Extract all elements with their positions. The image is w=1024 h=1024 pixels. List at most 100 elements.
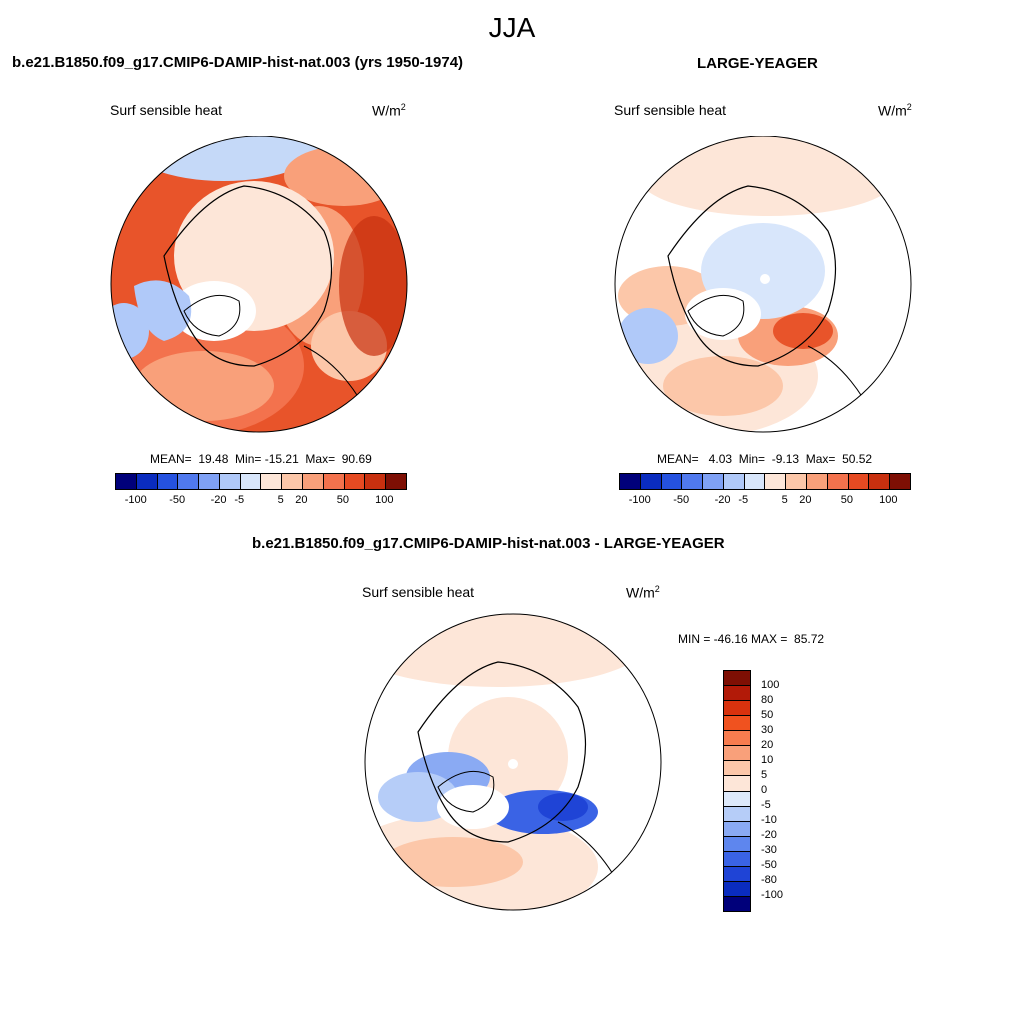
panel3-polar-map <box>364 613 662 911</box>
colorbar-swatch <box>724 715 750 731</box>
colorbar-swatch <box>343 474 365 489</box>
panel3-coastline <box>417 661 587 843</box>
panel3-variable-label: Surf sensible heat <box>362 584 475 600</box>
colorbar-swatch <box>239 474 261 489</box>
colorbar-swatch <box>724 730 750 746</box>
colorbar-swatch <box>156 474 178 489</box>
colorbar-swatch <box>826 474 848 489</box>
panel2-stats: MEAN= 4.03 Min= -9.13 Max= 50.52 <box>657 452 873 466</box>
colorbar-swatch <box>639 474 661 489</box>
panel1-field-region <box>134 351 274 421</box>
panel2-field-region <box>638 136 898 216</box>
panel3-field-region <box>538 793 588 821</box>
panel2-coastline <box>687 294 745 337</box>
panel2-polar-map <box>614 136 912 433</box>
panel2-field-region <box>618 308 678 364</box>
colorbar-tick-label: -10 <box>761 814 777 826</box>
panel2-field-region <box>773 313 833 349</box>
colorbar-swatch <box>322 474 344 489</box>
colorbar-tick-label: -5 <box>234 494 245 506</box>
colorbar-tick-label: 5 <box>761 769 768 781</box>
panel1-variable-label: Surf sensible heat <box>110 102 223 118</box>
colorbar-tick-label: 20 <box>761 739 774 751</box>
colorbar-swatch <box>681 474 703 489</box>
colorbar-tick-label: -50 <box>673 494 690 506</box>
panel1-colorbar-labels: -100 -50 -20 -5 5 20 50 100 <box>115 494 405 508</box>
colorbar-swatch <box>724 671 750 686</box>
colorbar-swatch <box>764 474 786 489</box>
colorbar-tick-label: -20 <box>210 494 227 506</box>
colorbar-tick-label: 80 <box>761 694 774 706</box>
panel3-pole-point <box>508 759 518 769</box>
colorbar-tick-label: 5 <box>781 494 788 506</box>
colorbar-swatch <box>724 835 750 851</box>
colorbar-swatch <box>724 880 750 896</box>
panel2-field-region <box>663 356 783 416</box>
colorbar-swatch <box>806 474 827 489</box>
colorbar-swatch <box>177 474 199 489</box>
panel1-stats: MEAN= 19.48 Min= -15.21 Max= 90.69 <box>150 452 372 466</box>
colorbar-swatch <box>724 805 750 821</box>
colorbar-swatch <box>281 474 303 489</box>
colorbar-swatch <box>724 760 750 776</box>
panel1-polar-map <box>110 136 408 433</box>
colorbar-swatch <box>889 474 910 489</box>
panel1-field-region <box>339 216 407 356</box>
colorbar-swatch <box>198 474 219 489</box>
colorbar-tick-label: -5 <box>738 494 749 506</box>
panel2-map-border <box>614 136 912 433</box>
colorbar-swatch <box>724 745 750 761</box>
panel3-minmax: MIN = -46.16 MAX = 85.72 <box>678 632 825 646</box>
colorbar-swatch <box>724 700 750 716</box>
panel1-units-label: W/m2 <box>372 102 406 119</box>
colorbar-swatch <box>702 474 723 489</box>
colorbar-swatch <box>724 775 750 791</box>
panel2-units-label: W/m2 <box>878 102 912 119</box>
colorbar-tick-label: 20 <box>295 494 308 506</box>
colorbar-swatch <box>364 474 386 489</box>
panel1-coastline <box>183 294 241 337</box>
colorbar-swatch <box>743 474 765 489</box>
colorbar-swatch <box>116 474 136 489</box>
panel1-title: b.e21.B1850.f09_g17.CMIP6-DAMIP-hist-nat… <box>12 54 464 71</box>
panel3-colorbar-labels: 100 80 50 30 20 10 5 0 -5 -10 -20 -30 -50 -80 -100 <box>761 670 801 910</box>
colorbar-tick-label: -20 <box>714 494 731 506</box>
panel3-greenland-gap <box>437 785 509 829</box>
colorbar-tick-label: 50 <box>840 494 853 506</box>
colorbar-tick-label: 0 <box>761 784 768 796</box>
colorbar-tick-label: -80 <box>761 874 777 886</box>
panel1-map-border <box>110 136 408 433</box>
colorbar-tick-label: -100 <box>628 494 651 506</box>
colorbar-swatch <box>724 850 750 866</box>
colorbar-tick-label: 100 <box>879 494 898 506</box>
panel2-greenland-gap <box>685 288 761 340</box>
colorbar-swatch <box>847 474 869 489</box>
colorbar-tick-label: -30 <box>761 844 777 856</box>
colorbar-tick-label: 30 <box>761 724 774 736</box>
panel3-colorbar <box>723 670 751 912</box>
colorbar-tick-label: 10 <box>761 754 774 766</box>
panel2-colorbar <box>619 473 911 490</box>
figure-title: JJA <box>488 12 536 43</box>
colorbar-swatch <box>724 865 750 881</box>
panel2-title: LARGE-YEAGER <box>697 55 818 72</box>
colorbar-tick-label: 100 <box>761 679 780 691</box>
colorbar-tick-label: 20 <box>799 494 812 506</box>
colorbar-swatch <box>724 685 750 701</box>
colorbar-tick-label: -100 <box>124 494 147 506</box>
panel2-variable-label: Surf sensible heat <box>614 102 727 118</box>
panel3-map-border <box>364 613 662 911</box>
colorbar-tick-label: 100 <box>375 494 394 506</box>
colorbar-tick-label: -50 <box>761 859 777 871</box>
colorbar-tick-label: 5 <box>277 494 284 506</box>
colorbar-tick-label: -100 <box>761 889 784 901</box>
colorbar-swatch <box>722 474 744 489</box>
panel1-coastline <box>163 185 333 367</box>
colorbar-swatch <box>868 474 890 489</box>
panel3-coastline <box>437 770 495 813</box>
colorbar-swatch <box>218 474 240 489</box>
colorbar-swatch <box>660 474 682 489</box>
colorbar-swatch <box>724 895 750 911</box>
colorbar-swatch <box>385 474 406 489</box>
colorbar-swatch <box>620 474 640 489</box>
